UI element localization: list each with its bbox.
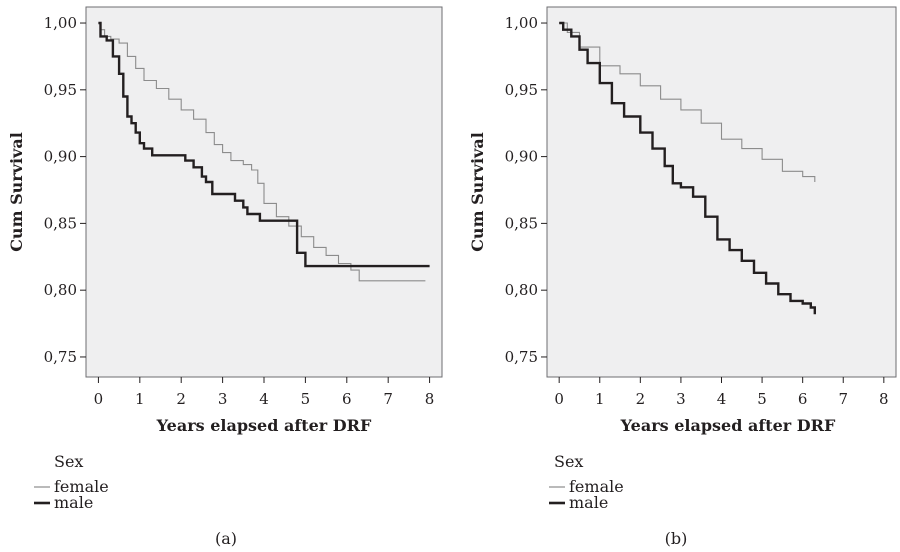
series-line-male [98,21,430,268]
x-tick-label: 3 [218,390,228,408]
x-tick-label: 4 [717,390,727,408]
panel-caption-a: (a) [215,529,237,548]
survival-chart-a: 0,75 0,80 0,85 0,90 0,95 1,00 0 1 2 3 4 5 6 7 8 Cum S… [7,6,443,548]
y-tick-label: 0,85 [505,214,538,232]
x-tick-label: 7 [383,390,393,408]
y-axis-ticks: 0,75 0,80 0,85 0,90 0,95 1,00 [505,14,547,366]
x-tick-label: 1 [595,390,605,408]
x-tick-label: 5 [301,390,311,408]
x-tick-label: 4 [259,390,269,408]
y-tick-label: 0,90 [44,148,77,166]
x-tick-label: 8 [425,390,435,408]
y-tick-label: 1,00 [44,14,77,32]
series-lines [559,21,816,315]
y-axis-title: Cum Survival [7,132,26,252]
y-axis-ticks: 0,75 0,80 0,85 0,90 0,95 1,00 [44,14,86,366]
legend-title: Sex [554,452,583,471]
y-axis-title: Cum Survival [468,132,487,252]
x-tick-label: 5 [757,390,767,408]
survival-chart-b: 0,75 0,80 0,85 0,90 0,95 1,00 0 1 2 3 4 5 6 7 8 Cum S… [468,6,897,548]
series-lines [98,21,430,282]
y-tick-label: 0,95 [44,81,77,99]
x-tick-label: 8 [879,390,889,408]
y-tick-label: 0,75 [44,348,77,366]
x-tick-label: 1 [135,390,145,408]
x-axis-title: Years elapsed after DRF [620,416,836,435]
y-tick-label: 0,80 [505,281,538,299]
x-tick-label: 7 [838,390,848,408]
x-tick-label: 0 [94,390,104,408]
y-tick-label: 0,85 [44,214,77,232]
x-axis-ticks: 0 1 2 3 4 5 6 7 8 [554,377,889,408]
legend-label-male: male [569,493,608,512]
legend-label-male: male [54,493,93,512]
x-tick-label: 2 [176,390,186,408]
y-tick-label: 0,95 [505,81,538,99]
y-tick-label: 1,00 [505,14,538,32]
legend-title: Sex [54,452,83,471]
y-tick-label: 0,75 [505,348,538,366]
x-tick-label: 6 [798,390,808,408]
legend-label-female: female [54,477,109,496]
x-tick-label: 0 [554,390,564,408]
x-tick-label: 3 [676,390,686,408]
series-line-male [559,21,816,315]
legend-label-female: female [569,477,624,496]
y-tick-label: 0,90 [505,148,538,166]
y-tick-label: 0,80 [44,281,77,299]
panel-caption-b: (b) [665,529,688,548]
x-axis-ticks: 0 1 2 3 4 5 6 7 8 [94,377,435,408]
x-tick-label: 6 [342,390,352,408]
series-line-female [559,22,816,182]
series-line-female [98,22,426,282]
plot-area [546,6,897,378]
x-tick-label: 2 [636,390,646,408]
x-axis-title: Years elapsed after DRF [156,416,372,435]
